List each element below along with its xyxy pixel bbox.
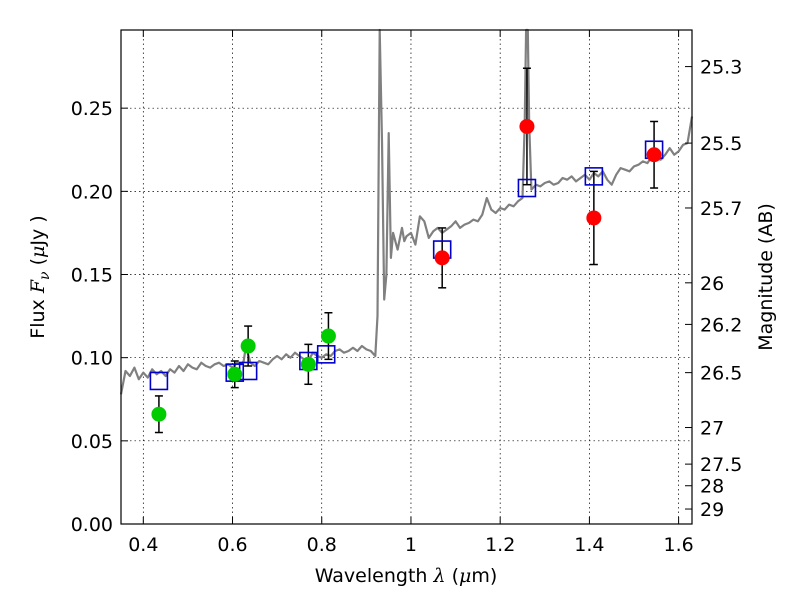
x-tick-label: 0.8 — [307, 534, 337, 556]
y-tick-label: 0.00 — [71, 514, 113, 536]
x-tick-label: 1.2 — [485, 534, 515, 556]
observed-flux-point — [151, 406, 167, 422]
x-tick-label: 1 — [405, 534, 417, 556]
model-spectrum — [119, 28, 694, 395]
observed-flux-point — [240, 338, 256, 354]
observed-flux-point — [320, 328, 336, 344]
observed-flux-point — [586, 210, 602, 226]
observed-flux-point — [646, 147, 662, 163]
y-tick-label: 0.25 — [71, 98, 113, 120]
model-flux-square — [584, 167, 604, 186]
plot-frame — [120, 29, 693, 525]
observed-flux-point — [434, 250, 450, 266]
x-tick-label: 0.6 — [217, 534, 247, 556]
secondary-y-axis-label: Magnitude (AB) — [755, 203, 777, 351]
y2-tick-label: 28 — [700, 476, 724, 498]
observed-flux-point — [227, 366, 243, 382]
x-axis-label: Wavelength λ (μm) — [315, 565, 498, 587]
y2-tick-label: 26 — [700, 273, 724, 295]
y2-tick-label: 27 — [700, 418, 724, 440]
y2-tick-label: 26.5 — [700, 363, 742, 385]
x-tick-label: 0.4 — [128, 534, 158, 556]
observed-flux-point — [519, 118, 535, 134]
y-axis-label: Flux Fν (μJy ) — [27, 215, 53, 338]
model-flux-square — [517, 178, 537, 198]
y2-tick-label: 27.5 — [700, 454, 742, 476]
y2-tick-label: 25.7 — [700, 198, 742, 220]
y2-tick-label: 25.5 — [700, 133, 742, 155]
model-flux-square — [316, 345, 336, 364]
model-flux-square — [149, 371, 169, 391]
x-tick-label: 1.4 — [574, 534, 604, 556]
x-tick-label: 1.6 — [664, 534, 694, 556]
y2-tick-label: 25.3 — [700, 57, 742, 79]
axis-ticks: 0.4 0.6 0.8 1 1.2 1.4 1.6 0.00 0.05 0.10 0.15 0.20 0… — [71, 30, 742, 556]
spectrum-line — [119, 28, 694, 395]
observed-flux-point — [300, 356, 316, 372]
y-tick-label: 0.20 — [71, 181, 113, 203]
y2-tick-label: 29 — [700, 499, 724, 521]
y-tick-label: 0.15 — [71, 265, 113, 287]
y-tick-label: 0.10 — [71, 348, 113, 370]
y-tick-label: 0.05 — [71, 431, 113, 453]
grid-lines — [121, 30, 692, 525]
photometry-markers — [149, 118, 664, 422]
y2-tick-label: 26.2 — [700, 314, 742, 336]
